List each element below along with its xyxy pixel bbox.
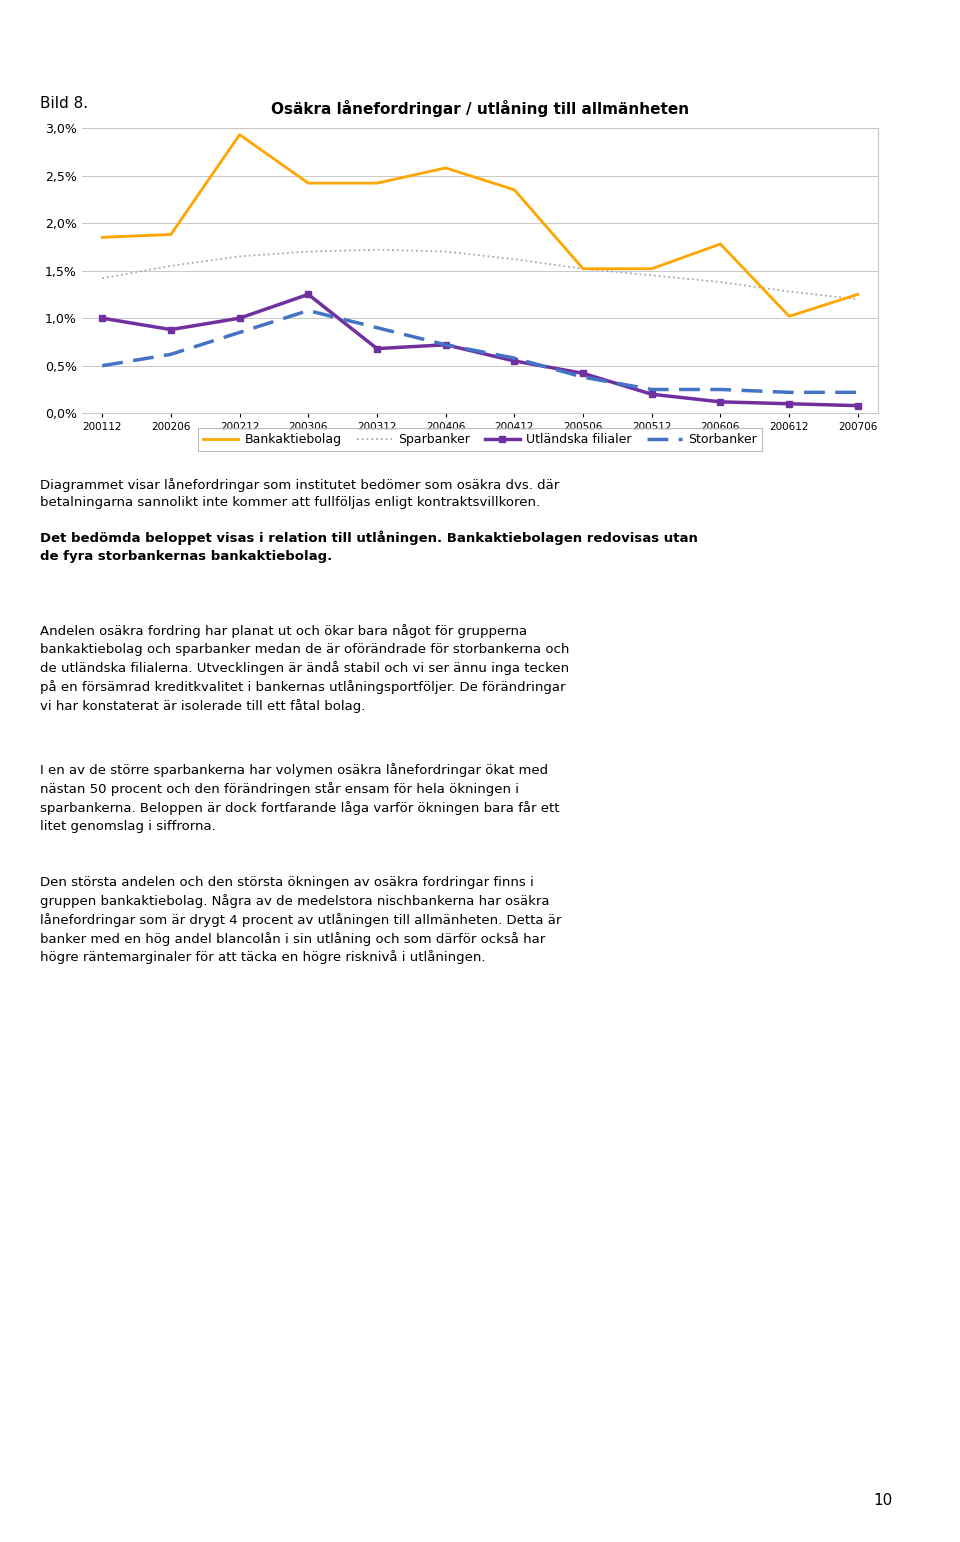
Text: Diagrammet visar lånefordringar som institutet bedömer som osäkra dvs. där
betal: Diagrammet visar lånefordringar som inst… — [40, 478, 560, 509]
Text: Bild 8.: Bild 8. — [40, 96, 88, 111]
Text: 10: 10 — [874, 1493, 893, 1508]
Text: Det bedömda beloppet visas i relation till utlåningen. Bankaktiebolagen redovisa: Det bedömda beloppet visas i relation ti… — [40, 530, 698, 563]
Title: Osäkra lånefordringar / utlåning till allmänheten: Osäkra lånefordringar / utlåning till al… — [271, 100, 689, 117]
Text: Andelen osäkra fordring har planat ut och ökar bara något för grupperna
bankakti: Andelen osäkra fordring har planat ut oc… — [40, 625, 569, 712]
Legend: Bankaktiebolag, Sparbanker, Utländska filialer, Storbanker: Bankaktiebolag, Sparbanker, Utländska fi… — [199, 429, 761, 450]
Text: Den största andelen och den största ökningen av osäkra fordringar finns i
gruppe: Den största andelen och den största ökni… — [40, 876, 562, 964]
Text: I en av de större sparbankerna har volymen osäkra lånefordringar ökat med
nästan: I en av de större sparbankerna har volym… — [40, 763, 560, 833]
